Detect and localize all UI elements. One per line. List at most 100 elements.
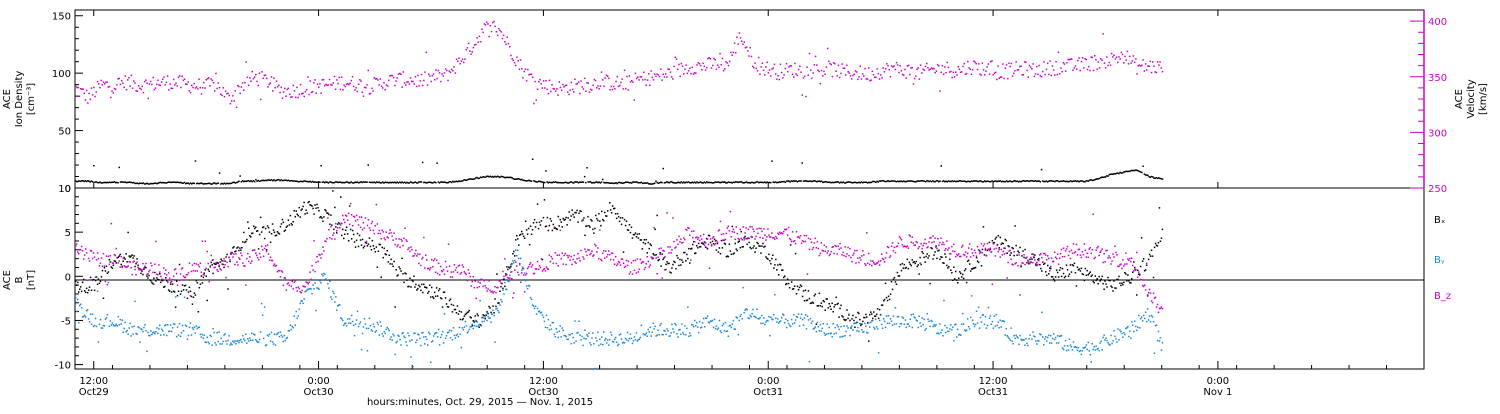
top-data-point — [225, 90, 227, 92]
bottom-data-point — [790, 239, 792, 241]
bottom-data-point — [772, 319, 774, 321]
top-data-point — [1007, 78, 1009, 80]
bottom-data-point — [423, 237, 425, 239]
bottom-data-point — [652, 331, 654, 333]
top-data-point — [260, 180, 262, 182]
bottom-data-point — [1066, 350, 1068, 352]
top-data-point — [913, 83, 915, 85]
bottom-data-point — [590, 253, 592, 255]
bottom-data-point — [291, 286, 293, 288]
top-data-point — [1128, 63, 1130, 65]
top-data-point — [96, 91, 98, 93]
bottom-data-point — [102, 327, 104, 329]
top-data-point — [1054, 74, 1056, 76]
bottom-data-point — [143, 268, 145, 270]
bottom-data-point — [791, 241, 793, 243]
bottom-data-point — [332, 190, 334, 192]
bottom-data-point — [648, 329, 650, 331]
bottom-data-point — [280, 276, 282, 278]
bottom-data-point — [503, 278, 505, 280]
bottom-data-point — [106, 255, 108, 257]
bottom-data-point — [620, 333, 622, 335]
bottom-data-point — [488, 280, 490, 282]
top-data-point — [241, 86, 243, 88]
bottom-data-point — [403, 282, 405, 284]
bottom-data-point — [685, 260, 687, 262]
bottom-data-point — [766, 236, 768, 238]
bottom-data-point — [732, 226, 734, 228]
top-data-point — [740, 37, 742, 39]
bottom-data-point — [534, 308, 536, 310]
top-data-point — [467, 179, 469, 181]
top-data-point — [155, 87, 157, 89]
bottom-data-point — [801, 243, 803, 245]
bottom-data-point — [1100, 341, 1102, 343]
bottom-data-point — [125, 253, 127, 255]
bottom-data-point — [408, 335, 410, 337]
bottom-data-point — [621, 338, 623, 340]
top-data-point — [93, 87, 95, 89]
top-data-point — [943, 74, 945, 76]
bottom-data-point — [211, 336, 213, 338]
bottom-data-point — [745, 227, 747, 229]
bottom-data-point — [358, 246, 360, 248]
bottom-data-point — [375, 225, 377, 227]
top-data-point — [1057, 74, 1059, 76]
bottom-data-point — [139, 341, 141, 343]
bottom-data-point — [576, 210, 578, 212]
top-data-point — [684, 68, 686, 70]
bottom-data-point — [548, 269, 550, 271]
top-data-point — [976, 63, 978, 65]
top-data-point — [97, 81, 99, 83]
bottom-data-point — [205, 269, 207, 271]
bottom-data-point — [293, 221, 295, 223]
bottom-data-point — [712, 237, 714, 239]
bottom-data-point — [237, 340, 239, 342]
top-data-point — [215, 73, 217, 75]
bottom-data-point — [891, 321, 893, 323]
bottom-data-point — [376, 246, 378, 248]
bottom-data-point — [668, 252, 670, 254]
bottom-data-point — [761, 231, 763, 233]
bottom-data-point — [239, 247, 241, 249]
bottom-data-point — [364, 318, 366, 320]
bottom-data-point — [1034, 336, 1036, 338]
bottom-data-point — [897, 245, 899, 247]
top-data-point — [652, 77, 654, 79]
top-data-point — [87, 102, 89, 104]
bottom-data-point — [517, 250, 519, 252]
bottom-data-point — [237, 264, 239, 266]
bottom-data-point — [1041, 270, 1043, 272]
top-data-point — [754, 62, 756, 64]
bottom-data-point — [457, 272, 459, 274]
bottom-data-point — [864, 317, 866, 319]
bottom-data-point — [315, 310, 317, 312]
top-data-point — [304, 96, 306, 98]
bottom-data-point — [530, 262, 532, 264]
bottom-data-point — [351, 214, 353, 216]
bottom-data-point — [776, 321, 778, 323]
top-data-point — [658, 74, 660, 76]
bottom-data-point — [1043, 344, 1045, 346]
bottom-data-point — [417, 253, 419, 255]
top-data-point — [1020, 65, 1022, 67]
bottom-data-point — [97, 252, 99, 254]
bottom-data-point — [742, 226, 744, 228]
bottom-data-point — [796, 231, 798, 233]
bottom-data-point — [429, 333, 431, 335]
bottom-data-point — [1104, 339, 1106, 341]
bottom-data-point — [591, 251, 593, 253]
bottom-data-point — [850, 257, 852, 259]
bottom-data-point — [354, 241, 356, 243]
bottom-data-point — [461, 347, 463, 349]
top-data-point — [96, 181, 98, 183]
top-data-point — [194, 183, 196, 185]
bottom-data-point — [166, 280, 168, 282]
bottom-data-point — [519, 263, 521, 265]
bottom-data-point — [878, 318, 880, 320]
bottom-data-point — [822, 306, 824, 308]
bottom-data-point — [929, 326, 931, 328]
bottom-data-point — [632, 273, 634, 275]
bottom-data-point — [632, 237, 634, 239]
bottom-data-point — [787, 235, 789, 237]
